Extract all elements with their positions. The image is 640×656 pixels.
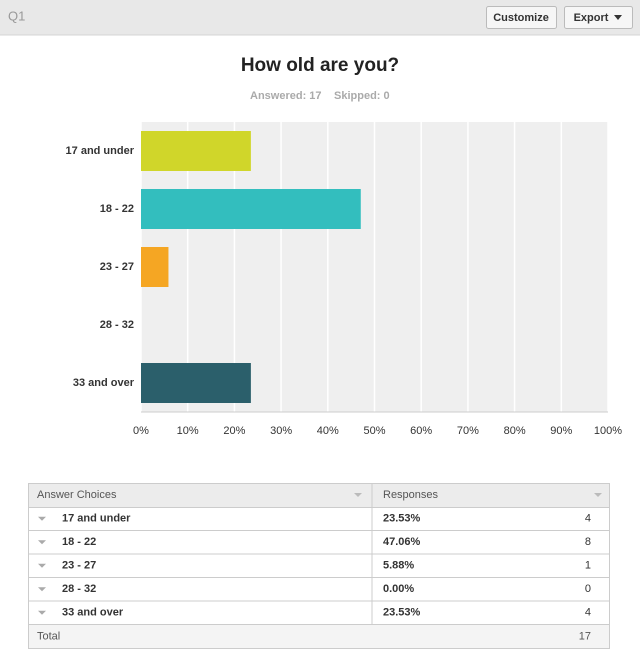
x-tick-label: 20% [223, 425, 245, 437]
row-toggle[interactable] [38, 587, 46, 592]
x-tick-label: 100% [594, 425, 622, 437]
dropdown-arrow [614, 15, 622, 20]
x-tick-label: 80% [504, 425, 526, 437]
response-count: 1 [585, 560, 591, 572]
response-count: 4 [585, 607, 591, 619]
response-count: 4 [585, 513, 591, 525]
customize-button[interactable] [486, 6, 557, 29]
export-button[interactable] [564, 6, 633, 29]
x-tick-label: 30% [270, 425, 292, 437]
export-label[interactable]: Export [574, 12, 609, 24]
total-label: Total [37, 630, 60, 642]
response-percent: 23.53% [383, 607, 421, 619]
response-percent: 0.00% [383, 583, 414, 595]
question-number: Q1 [8, 8, 25, 23]
bar [141, 189, 361, 229]
answer-choice: 33 and over [62, 607, 124, 619]
response-percent: 5.88% [383, 560, 414, 572]
sort-arrow[interactable] [594, 493, 602, 497]
skipped: Skipped: 0 [334, 90, 390, 102]
bar [141, 363, 251, 403]
x-tick-label: 0% [133, 425, 149, 437]
row-toggle[interactable] [38, 540, 46, 545]
answer-choice: 17 and under [62, 513, 131, 525]
customize-label[interactable]: Customize [493, 12, 549, 24]
x-tick-label: 60% [410, 425, 432, 437]
y-tick-label: 17 and under [66, 145, 135, 157]
y-tick-label: 28 - 32 [100, 319, 134, 331]
column-header: Answer Choices [37, 489, 117, 501]
response-count: 0 [585, 583, 591, 595]
total-row [28, 624, 610, 649]
x-tick-label: 70% [457, 425, 479, 437]
y-tick-label: 18 - 22 [100, 203, 134, 215]
answered: Answered: 17 [250, 90, 322, 102]
answer-choice: 28 - 32 [62, 583, 96, 595]
row-toggle[interactable] [38, 610, 46, 615]
x-tick-label: 90% [550, 425, 572, 437]
x-tick-label: 10% [177, 425, 199, 437]
x-tick-label: 40% [317, 425, 339, 437]
sort-arrow[interactable] [354, 493, 362, 497]
table-header [28, 483, 610, 508]
total-count: 17 [579, 630, 591, 642]
chart-title: How old are you? [241, 55, 399, 76]
row-toggle[interactable] [38, 516, 46, 521]
y-tick-label: 23 - 27 [100, 261, 134, 273]
bar [141, 131, 251, 171]
answer-choice: 23 - 27 [62, 560, 96, 572]
row-toggle[interactable] [38, 563, 46, 568]
response-percent: 23.53% [383, 513, 421, 525]
response-percent: 47.06% [383, 536, 421, 548]
bar [141, 247, 169, 287]
y-tick-label: 33 and over [73, 377, 135, 389]
response-count: 8 [585, 536, 591, 548]
x-tick-label: 50% [363, 425, 385, 437]
column-header: Responses [383, 489, 439, 501]
answer-choice: 18 - 22 [62, 536, 96, 548]
